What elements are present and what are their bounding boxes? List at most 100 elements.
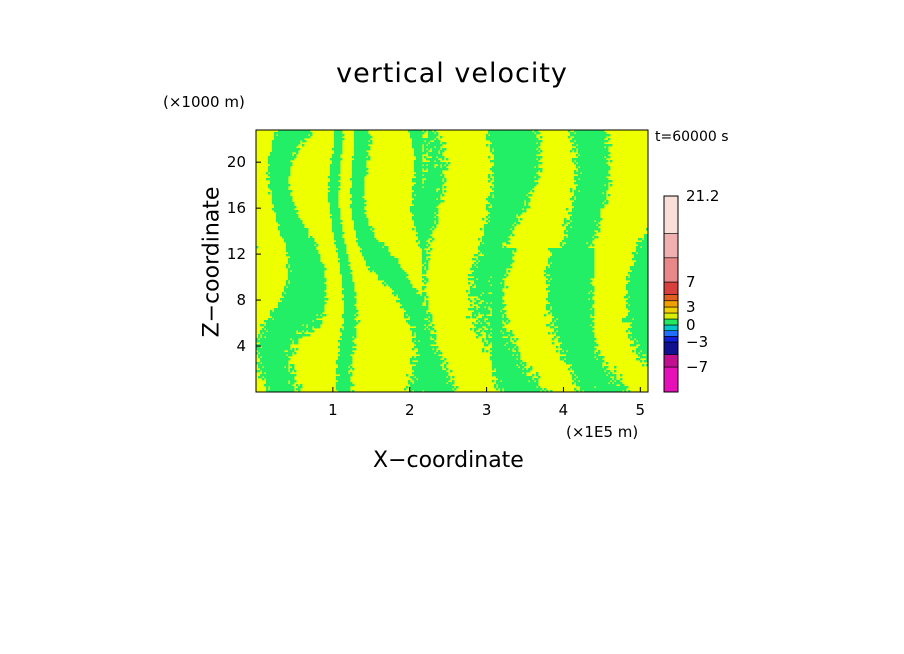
negative-region <box>574 176 607 179</box>
negative-region <box>480 320 485 323</box>
negative-region <box>414 170 423 173</box>
negative-region <box>570 134 611 137</box>
negative-region <box>472 322 475 325</box>
negative-region <box>446 368 449 371</box>
negative-region <box>484 234 511 237</box>
negative-region <box>428 152 439 155</box>
negative-region <box>342 324 357 327</box>
negative-region <box>492 362 521 365</box>
negative-region <box>352 166 367 169</box>
negative-region <box>576 140 609 143</box>
negative-region <box>428 148 431 151</box>
negative-region <box>414 164 423 167</box>
negative-region <box>476 300 481 303</box>
negative-region <box>260 358 291 361</box>
negative-region <box>492 380 495 383</box>
negative-region <box>498 384 539 387</box>
negative-region <box>434 226 437 229</box>
negative-region <box>424 282 427 285</box>
negative-region <box>646 354 648 357</box>
negative-region <box>344 304 355 307</box>
negative-region <box>634 340 637 343</box>
negative-region <box>288 350 295 353</box>
negative-region <box>360 250 389 253</box>
negative-region <box>546 308 551 311</box>
negative-region <box>268 174 291 177</box>
negative-region <box>498 386 537 389</box>
negative-region <box>626 284 648 287</box>
negative-region <box>354 134 371 137</box>
negative-region <box>630 296 648 299</box>
negative-region <box>510 330 513 333</box>
negative-region <box>428 318 433 321</box>
negative-region <box>266 382 289 385</box>
negative-region <box>576 196 607 199</box>
negative-region <box>430 328 435 331</box>
negative-region <box>570 150 573 153</box>
negative-region <box>304 330 307 333</box>
negative-region <box>500 390 503 392</box>
negative-region <box>384 246 389 249</box>
negative-region <box>546 268 595 271</box>
negative-region <box>412 192 443 195</box>
negative-region <box>412 144 423 147</box>
negative-region <box>274 134 277 137</box>
negative-region <box>290 264 325 267</box>
negative-region <box>484 254 515 257</box>
negative-region <box>548 262 551 265</box>
negative-region <box>482 328 485 331</box>
negative-region <box>632 332 648 335</box>
negative-region <box>286 244 315 247</box>
negative-region <box>290 368 295 371</box>
negative-region <box>560 244 563 247</box>
negative-region <box>606 370 611 373</box>
negative-region <box>428 168 449 171</box>
negative-region <box>472 284 475 287</box>
negative-region <box>422 280 425 283</box>
negative-region <box>330 206 339 209</box>
negative-region <box>272 148 301 151</box>
negative-region <box>470 286 473 289</box>
negative-region <box>278 306 325 309</box>
negative-region <box>504 332 513 335</box>
negative-region <box>404 316 409 319</box>
negative-region <box>474 306 477 309</box>
negative-region <box>434 348 437 351</box>
negative-region <box>482 302 487 305</box>
negative-region <box>492 354 513 357</box>
negative-region <box>366 262 399 265</box>
negative-region <box>422 272 427 275</box>
negative-region <box>278 228 309 231</box>
negative-region <box>256 246 259 249</box>
negative-region <box>532 190 535 193</box>
negative-region <box>268 186 289 189</box>
negative-region <box>426 304 429 307</box>
negative-region <box>414 174 423 177</box>
negative-region <box>340 354 351 357</box>
negative-region <box>566 354 599 357</box>
negative-region <box>426 158 439 161</box>
negative-region <box>424 168 427 171</box>
negative-region <box>364 258 399 261</box>
negative-region <box>640 360 643 363</box>
negative-region <box>492 332 503 335</box>
negative-region <box>634 254 648 257</box>
negative-region <box>264 384 293 387</box>
negative-region <box>572 138 605 141</box>
negative-region <box>330 166 341 169</box>
negative-region <box>480 298 503 301</box>
y-tick-label: 20 <box>227 153 246 171</box>
negative-region <box>580 154 609 157</box>
negative-region <box>426 178 443 181</box>
negative-region <box>286 246 317 249</box>
negative-region <box>436 166 441 169</box>
negative-region <box>584 390 623 392</box>
negative-region <box>642 246 648 249</box>
negative-region <box>352 160 367 163</box>
negative-region <box>408 380 411 383</box>
negative-region <box>622 318 633 321</box>
negative-region <box>352 214 367 217</box>
negative-region <box>630 268 648 271</box>
negative-region <box>336 250 347 253</box>
